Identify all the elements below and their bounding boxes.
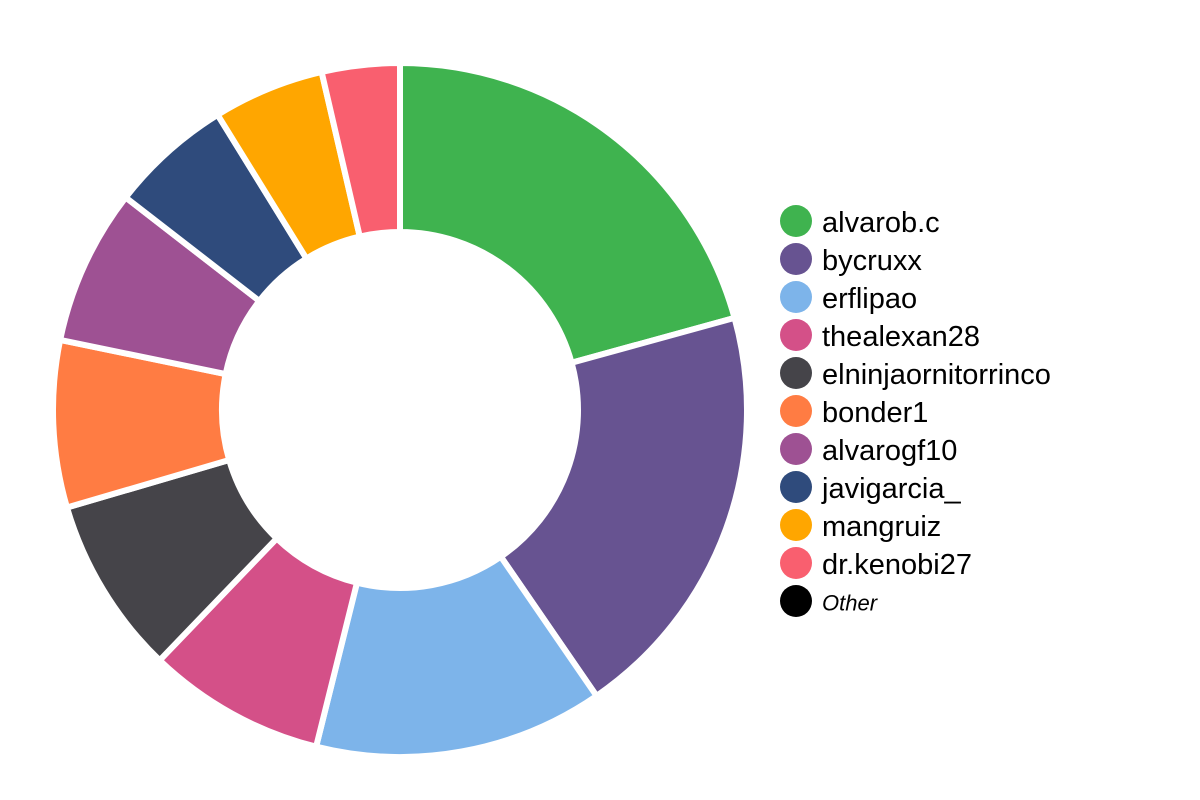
legend-swatch bbox=[780, 357, 812, 389]
legend-label: bonder1 bbox=[822, 397, 928, 429]
legend-swatch bbox=[780, 547, 812, 579]
legend-swatch bbox=[780, 471, 812, 503]
legend-item-dr-kenobi27: dr.kenobi27 bbox=[780, 547, 972, 581]
legend-item-bonder1: bonder1 bbox=[780, 395, 928, 429]
legend-label: elninjaornitorrinco bbox=[822, 359, 1051, 391]
slice-dr-kenobi27 bbox=[318, 59, 403, 241]
legend-item-elninjaornitorrinco: elninjaornitorrinco bbox=[780, 357, 1051, 391]
legend-item-alvarogf10: alvarogf10 bbox=[780, 433, 957, 467]
legend-item-erflipao: erflipao bbox=[780, 281, 917, 315]
legend-label: erflipao bbox=[822, 283, 917, 315]
legend-label: alvarob.c bbox=[822, 207, 940, 239]
legend-label: mangruiz bbox=[822, 511, 941, 543]
legend-swatch bbox=[780, 243, 812, 275]
legend-label: javigarcia_ bbox=[821, 473, 961, 505]
legend-item-alvarob-c: alvarob.c bbox=[780, 205, 940, 239]
legend-label: dr.kenobi27 bbox=[822, 549, 972, 581]
legend-item-javigarcia: javigarcia_ bbox=[780, 471, 961, 505]
legend: alvarob.c bycruxx erflipao thealexan28 elnin… bbox=[780, 205, 1051, 617]
legend-item-bycruxx: bycruxx bbox=[780, 243, 922, 277]
legend-item-other: Other bbox=[780, 585, 879, 617]
donut-slices bbox=[50, 59, 750, 760]
legend-swatch bbox=[780, 395, 812, 427]
legend-swatch bbox=[780, 205, 812, 237]
legend-swatch bbox=[780, 281, 812, 313]
legend-swatch bbox=[780, 509, 812, 541]
legend-item-mangruiz: mangruiz bbox=[780, 509, 941, 543]
legend-swatch bbox=[780, 319, 812, 351]
legend-item-thealexan28: thealexan28 bbox=[780, 319, 980, 353]
legend-label: thealexan28 bbox=[822, 321, 980, 353]
legend-label: Other bbox=[822, 591, 879, 616]
legend-swatch bbox=[780, 585, 812, 617]
legend-label: alvarogf10 bbox=[822, 435, 957, 467]
slice-erflipao bbox=[312, 552, 601, 760]
legend-label: bycruxx bbox=[822, 245, 922, 277]
slice-bycruxx bbox=[496, 314, 750, 701]
slice-alvarob-c bbox=[397, 59, 739, 367]
legend-swatch bbox=[780, 433, 812, 465]
